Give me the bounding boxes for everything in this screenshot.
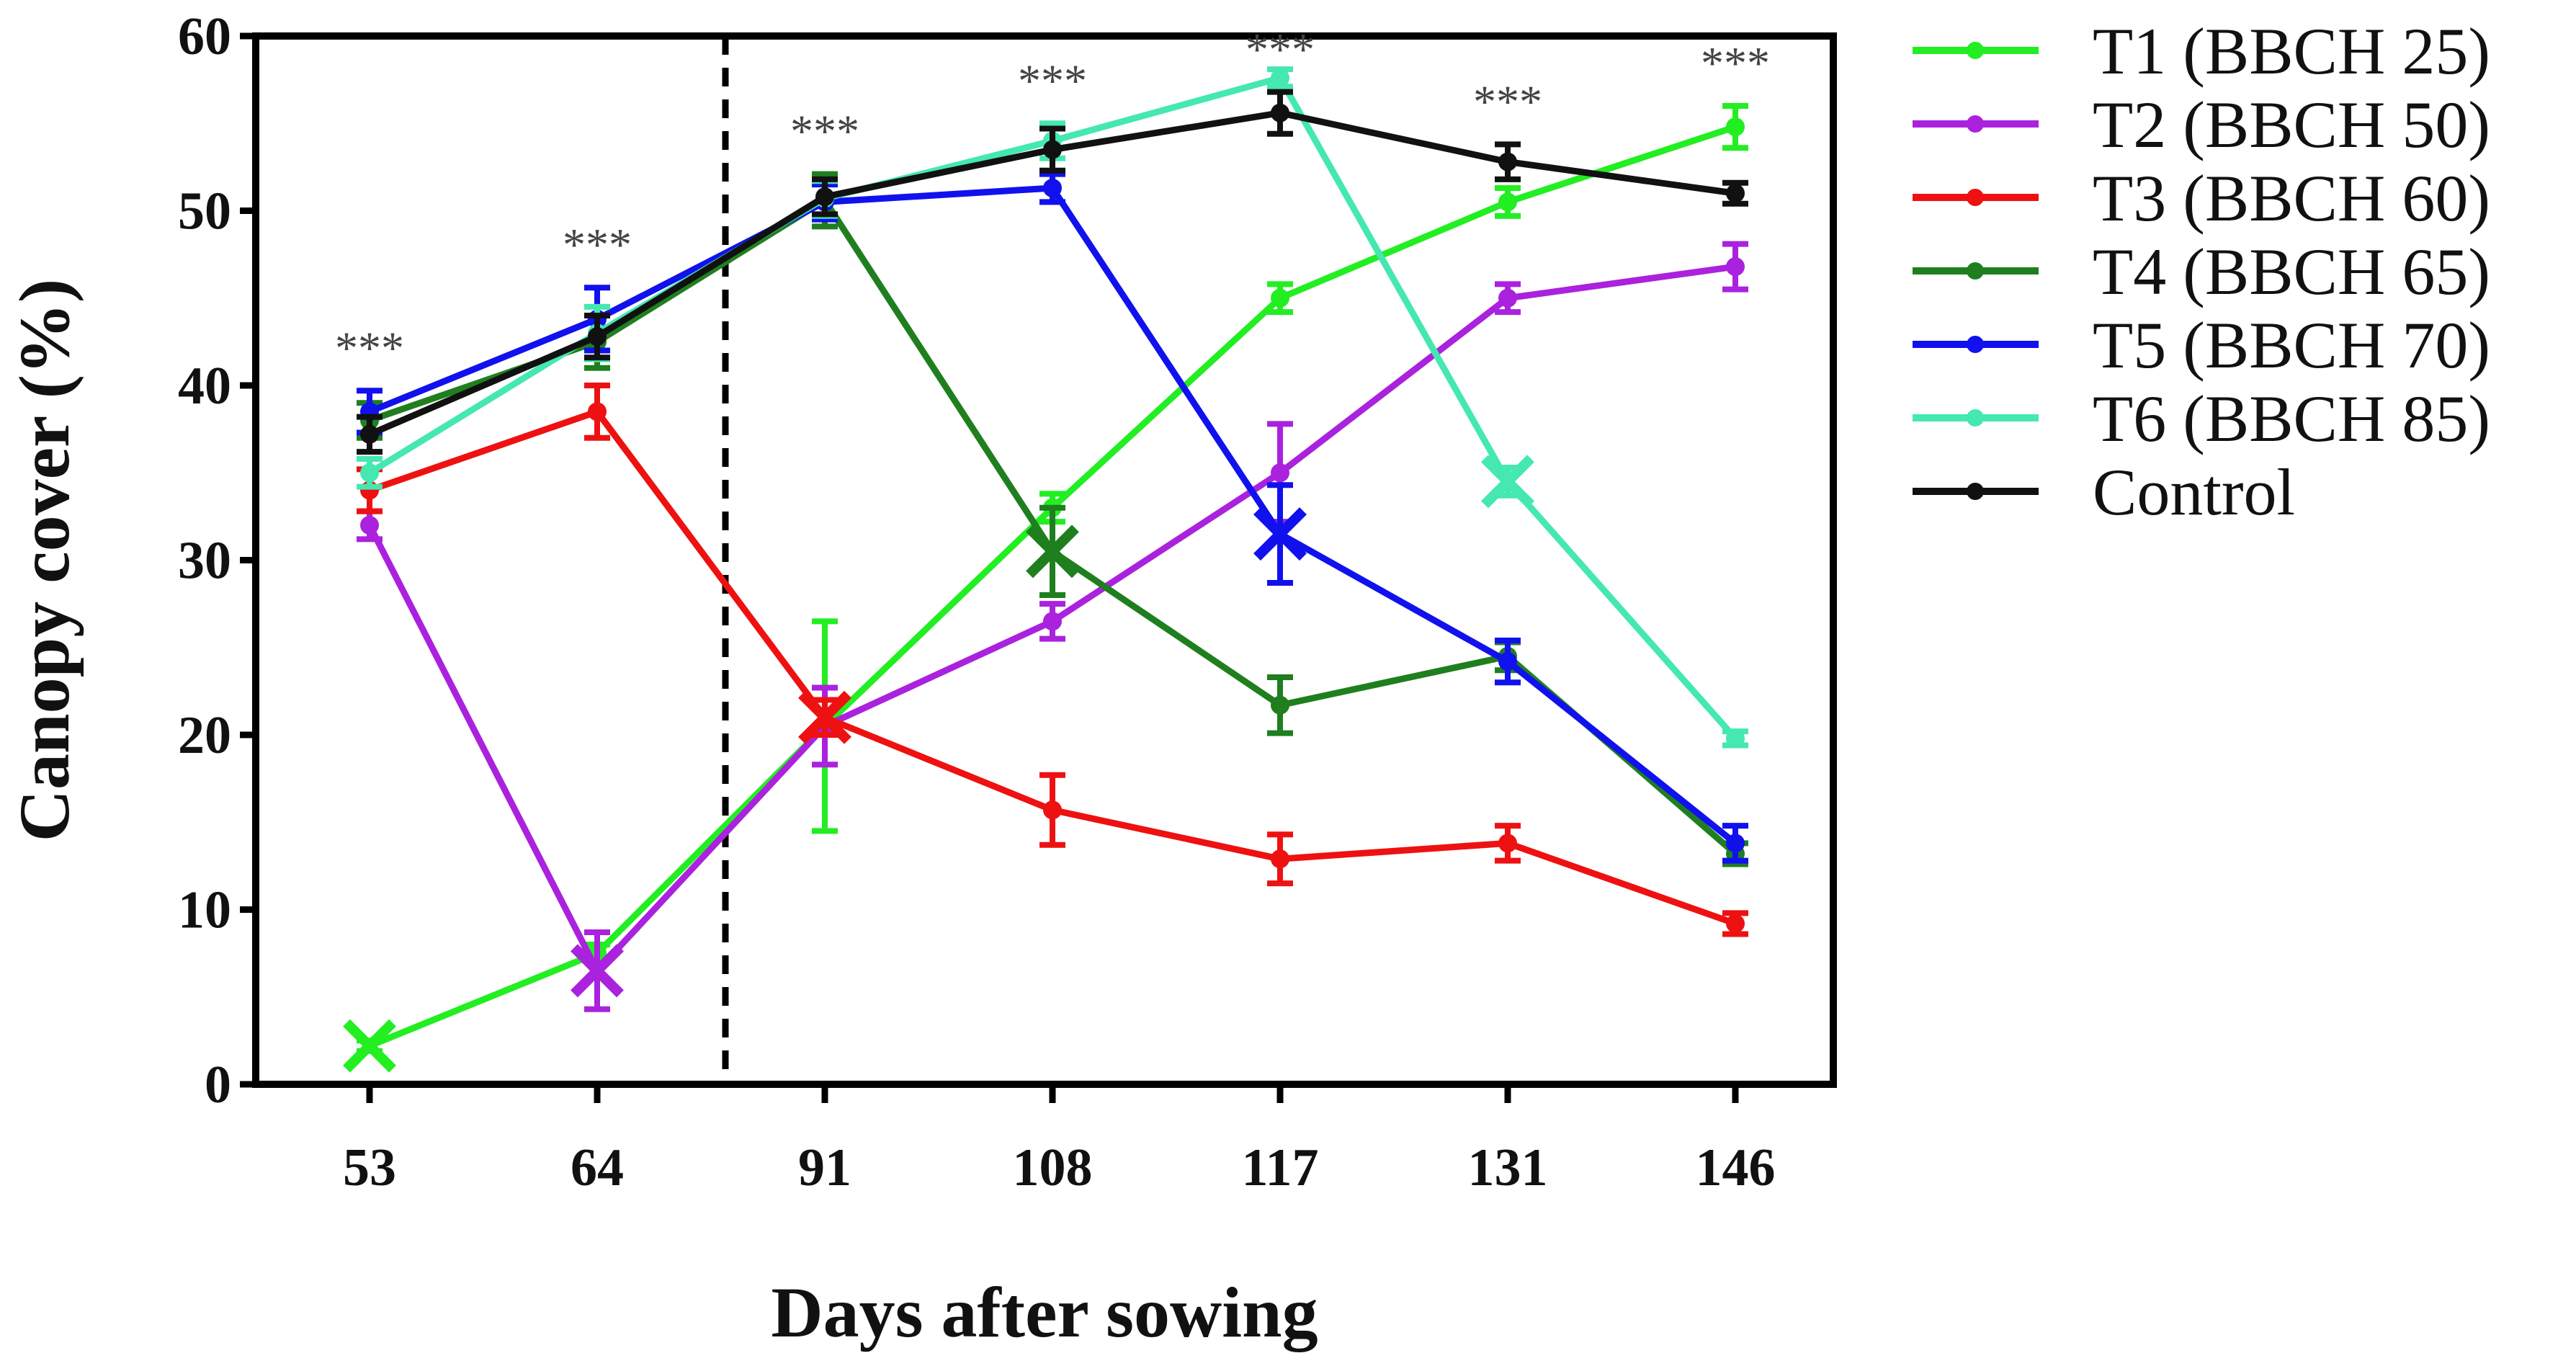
data-point bbox=[1498, 834, 1517, 853]
x-tick-label: 131 bbox=[1468, 1138, 1548, 1197]
legend: T1 (BBCH 25)T2 (BBCH 50)T3 (BBCH 60)T4 (… bbox=[1913, 14, 2490, 529]
legend-item-3: T3 (BBCH 60) bbox=[1913, 161, 2490, 235]
data-point bbox=[1271, 103, 1289, 122]
legend-swatch-dot bbox=[1967, 409, 1984, 427]
y-axis-title: Canopy cover (%) bbox=[4, 279, 84, 842]
significance-marker: *** bbox=[1473, 76, 1542, 127]
significance-marker: *** bbox=[563, 219, 632, 270]
legend-item-7: Control bbox=[1913, 455, 2295, 529]
data-point bbox=[1726, 914, 1745, 933]
data-point bbox=[1726, 834, 1745, 853]
data-point bbox=[1043, 140, 1062, 159]
y-tick-label: 60 bbox=[178, 7, 231, 66]
x-marker bbox=[343, 1019, 396, 1073]
x-tick-label: 108 bbox=[1013, 1138, 1093, 1197]
data-point bbox=[1271, 68, 1289, 88]
data-point bbox=[1498, 152, 1517, 171]
legend-item-2: T2 (BBCH 50) bbox=[1913, 88, 2490, 161]
legend-label: Control bbox=[2093, 455, 2295, 529]
data-point bbox=[1726, 257, 1745, 277]
data-point bbox=[1043, 612, 1062, 631]
significance-marker: *** bbox=[335, 322, 404, 373]
data-point bbox=[360, 463, 379, 483]
data-point bbox=[1726, 184, 1745, 203]
data-point bbox=[1498, 192, 1517, 212]
x-tick-label: 117 bbox=[1242, 1138, 1319, 1197]
y-tick-label: 20 bbox=[178, 706, 231, 765]
x-marker bbox=[1481, 455, 1534, 509]
data-point bbox=[360, 424, 379, 444]
significance-marker: *** bbox=[1701, 37, 1770, 89]
data-point bbox=[1271, 849, 1289, 869]
x-tick-label: 64 bbox=[571, 1138, 624, 1197]
legend-item-1: T1 (BBCH 25) bbox=[1913, 14, 2490, 88]
series-1 bbox=[343, 103, 1748, 1073]
data-point bbox=[1271, 288, 1289, 308]
legend-swatch-dot bbox=[1967, 483, 1984, 500]
significance-marker: *** bbox=[1245, 24, 1315, 75]
data-point bbox=[588, 402, 607, 421]
legend-label: T2 (BBCH 50) bbox=[2093, 88, 2490, 161]
data-point bbox=[588, 327, 607, 347]
x-tick-label: 53 bbox=[343, 1138, 396, 1197]
legend-label: T5 (BBCH 70) bbox=[2093, 308, 2490, 382]
data-point bbox=[815, 187, 834, 207]
significance-marker: *** bbox=[1018, 55, 1087, 106]
legend-label: T4 (BBCH 65) bbox=[2093, 235, 2490, 308]
significance-marker: *** bbox=[790, 106, 859, 157]
legend-label: T3 (BBCH 60) bbox=[2093, 161, 2490, 235]
data-point bbox=[1043, 178, 1062, 197]
y-tick-label: 30 bbox=[178, 532, 231, 591]
x-marker bbox=[798, 690, 851, 744]
data-point bbox=[1043, 800, 1062, 820]
legend-label: T1 (BBCH 25) bbox=[2093, 14, 2490, 88]
data-point bbox=[1271, 695, 1289, 715]
x-marker bbox=[1026, 524, 1079, 579]
data-point bbox=[360, 516, 379, 535]
legend-swatch-dot bbox=[1967, 336, 1984, 353]
legend-label: T6 (BBCH 85) bbox=[2093, 382, 2490, 455]
series-3 bbox=[357, 383, 1748, 937]
x-axis-title: Days after sowing bbox=[771, 1272, 1318, 1352]
y-tick-label: 0 bbox=[205, 1055, 231, 1115]
legend-item-4: T4 (BBCH 65) bbox=[1913, 235, 2490, 308]
axis-layer: 0 10 20 30 40 50 60 53 64 91 108 117 131 146 *** *** ***… bbox=[178, 7, 1776, 1197]
series-7 bbox=[357, 89, 1748, 455]
data-point bbox=[1726, 117, 1745, 137]
data-point bbox=[1726, 728, 1745, 748]
legend-swatch-dot bbox=[1967, 189, 1984, 206]
x-marker bbox=[1253, 507, 1307, 561]
x-tick-label: 146 bbox=[1696, 1138, 1776, 1197]
series-layer bbox=[343, 66, 1748, 1073]
legend-swatch-dot bbox=[1967, 262, 1984, 280]
data-point bbox=[1498, 652, 1517, 671]
legend-item-5: T5 (BBCH 70) bbox=[1913, 308, 2490, 382]
series-2 bbox=[357, 241, 1748, 1012]
x-tick-label: 91 bbox=[798, 1138, 851, 1197]
y-tick-label: 40 bbox=[178, 357, 231, 416]
legend-swatch-dot bbox=[1967, 115, 1984, 133]
y-tick-label: 50 bbox=[178, 182, 231, 241]
y-tick-label: 10 bbox=[178, 881, 231, 940]
legend-item-6: T6 (BBCH 85) bbox=[1913, 382, 2490, 455]
legend-swatch-dot bbox=[1967, 42, 1984, 59]
data-point bbox=[1498, 288, 1517, 308]
data-point bbox=[1271, 463, 1289, 483]
x-marker bbox=[571, 944, 624, 998]
